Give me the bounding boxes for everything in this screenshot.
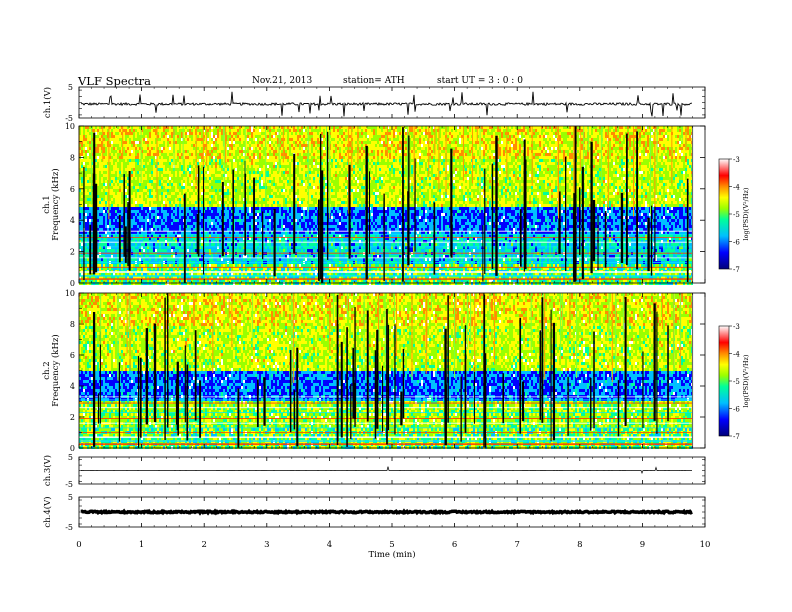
ytick-label: 0 — [70, 444, 75, 453]
colorbar-tick-label: -4 — [733, 184, 740, 192]
xtick-label: 0 — [76, 540, 81, 550]
station-label: station= ATH — [343, 76, 405, 86]
ytick-label: 4 — [70, 382, 75, 391]
panel-label: ch.1(V) — [42, 87, 53, 118]
panel-label: ch.2 — [42, 361, 52, 379]
colorbar-tick-label: -5 — [733, 378, 740, 386]
waveform-trace-ch4 — [80, 508, 694, 516]
xtick-label: 4 — [327, 540, 332, 550]
ytick-label: 5 — [68, 493, 73, 502]
ytick-label: 10 — [65, 289, 75, 298]
waveform-trace-ch3 — [81, 466, 693, 474]
waveform-ch3 — [81, 466, 693, 474]
xtick-label: 3 — [264, 540, 269, 550]
ytick-label: 5 — [68, 83, 73, 92]
colorbar-tick-label: -3 — [733, 156, 740, 164]
frequency-axis-label: Frequency (kHz) — [50, 168, 61, 240]
xtick-label: 1 — [139, 540, 144, 550]
date-label: Nov.21, 2013 — [252, 76, 312, 86]
xtick-label: 8 — [577, 540, 582, 550]
ytick-label: 2 — [70, 248, 75, 257]
panel-label: ch.1 — [42, 195, 52, 213]
spectrogram-layer — [78, 126, 705, 449]
waveform-ch1 — [81, 91, 692, 117]
plot-title: VLF Spectra — [78, 74, 151, 88]
ytick-label: 10 — [65, 122, 75, 131]
ytick-label: 6 — [70, 351, 75, 360]
ytick-label: 2 — [70, 413, 75, 422]
xtick-label: 5 — [389, 540, 394, 550]
colorbar-tick-label: -3 — [733, 323, 740, 331]
colorbar-tick-label: -6 — [733, 406, 740, 414]
ytick-label: 8 — [70, 320, 75, 329]
spectrogram-ch2 — [79, 293, 705, 449]
panel-label: ch.4(V) — [42, 496, 53, 527]
colorbar-tick-label: -5 — [733, 211, 740, 219]
waveform-trace-ch1 — [81, 91, 692, 117]
xtick-label: 6 — [452, 540, 457, 550]
x-axis-title: Time (min) — [368, 549, 415, 560]
start-time-label: start UT = 3 : 0 : 0 — [437, 76, 523, 86]
colorbar-tick-label: -6 — [733, 239, 740, 247]
frequency-axis-label: Frequency (kHz) — [50, 334, 61, 406]
colorbar-label: log(PSD)(V²/Hz) — [742, 354, 750, 407]
spectrogram-ch1 — [78, 126, 705, 285]
xtick-label: 9 — [640, 540, 645, 550]
ytick-label: 4 — [70, 216, 75, 225]
colorbar-tick-label: -7 — [733, 266, 740, 274]
colorbar-tick-label: -4 — [733, 351, 740, 359]
xtick-label: 2 — [201, 540, 206, 550]
xtick-label: 10 — [700, 540, 711, 550]
panel-label: ch.3(V) — [42, 455, 53, 486]
colorbar-ch1 — [718, 158, 730, 270]
ytick-label: 5 — [68, 453, 73, 462]
ytick-label: 0 — [70, 279, 75, 288]
ytick-label: -5 — [65, 480, 73, 489]
colorbar-tick-label: -7 — [733, 433, 740, 441]
xtick-label: 7 — [514, 540, 519, 550]
ytick-label: -5 — [65, 114, 73, 123]
ytick-label: -5 — [65, 523, 73, 532]
colorbar-ch2 — [718, 325, 730, 437]
colorbar-label: log(PSD)(V²/Hz) — [742, 187, 750, 240]
plot-frame — [78, 86, 706, 119]
waveform-layer — [80, 91, 694, 516]
waveform-ch4 — [80, 508, 694, 516]
ytick-label: 6 — [70, 185, 75, 194]
x-axis: 0 1 2 3 4 5 6 7 8 9 10 Time (min) — [76, 540, 710, 560]
ytick-label: 8 — [70, 153, 75, 162]
